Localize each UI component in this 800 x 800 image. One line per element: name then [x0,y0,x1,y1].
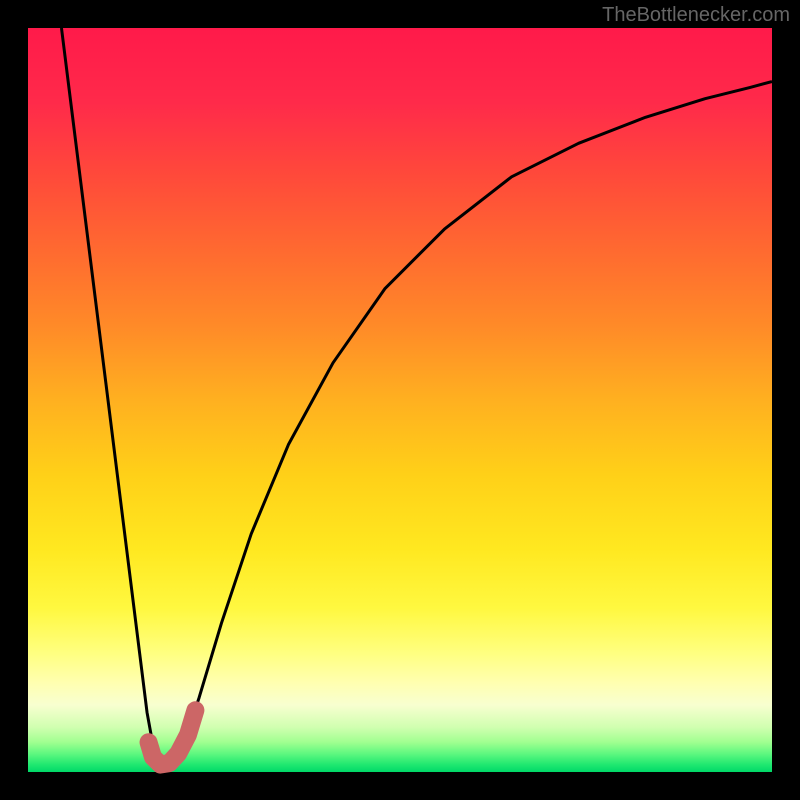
chart-container: TheBottlenecker.com [0,0,800,800]
watermark-text: TheBottlenecker.com [602,4,790,27]
plot-svg [0,0,800,800]
